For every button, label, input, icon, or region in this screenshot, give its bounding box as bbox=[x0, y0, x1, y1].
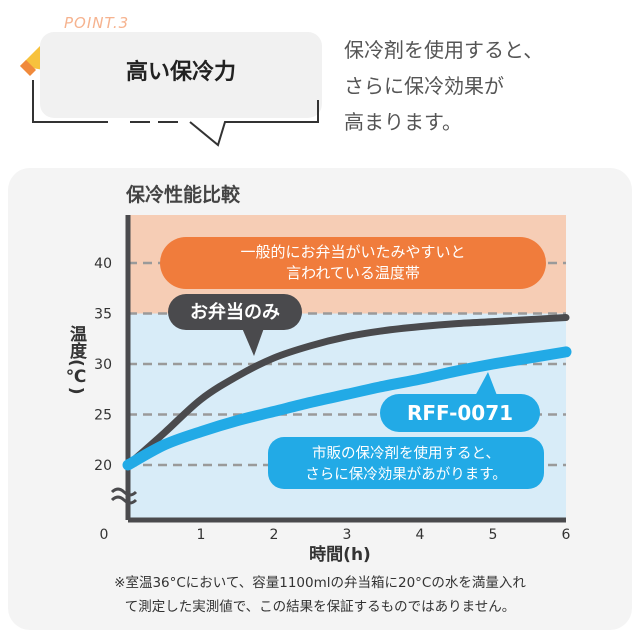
band-label-pill bbox=[160, 237, 546, 289]
rff-note-pill bbox=[268, 437, 544, 489]
lead-line: 保冷剤を使用すると、 bbox=[344, 38, 544, 62]
axis-break-mark bbox=[110, 487, 138, 505]
x-tick-label: 3 bbox=[343, 527, 352, 543]
series-label-pill-bento bbox=[168, 294, 302, 330]
x-tick-label: 2 bbox=[270, 527, 279, 543]
y-axis-title: 温度(℃) bbox=[66, 325, 87, 395]
y-tick-label: 25 bbox=[94, 408, 112, 424]
lead-line: さらに保冷効果が bbox=[344, 74, 504, 98]
y-tick-label: 40 bbox=[94, 256, 112, 272]
y-tick-label: 30 bbox=[94, 357, 112, 373]
series-line-bento-only bbox=[124, 314, 570, 469]
y-tick-label: 35 bbox=[94, 307, 112, 323]
x-tick-label: 5 bbox=[489, 527, 498, 543]
series-label-pill-rff bbox=[380, 394, 540, 432]
series-label-pointer bbox=[474, 372, 498, 398]
series-label-pointer bbox=[242, 328, 264, 356]
x-tick-label: 1 bbox=[197, 527, 206, 543]
chart-title: 保冷性能比較 bbox=[126, 184, 241, 206]
x-axis-title: 時間(h) bbox=[309, 544, 371, 565]
heading-bubble bbox=[40, 32, 322, 118]
speech-bubble-outline bbox=[32, 80, 319, 147]
x-tick-label: 0 bbox=[100, 527, 109, 543]
lead-line: 高まります。 bbox=[344, 110, 462, 134]
x-tick-label: 6 bbox=[562, 527, 571, 543]
lead-text: 保冷剤を使用すると、 さらに保冷効果が 高まります。 bbox=[344, 32, 634, 140]
point-label: POINT.3 bbox=[64, 14, 130, 32]
series-line-rff-0071 bbox=[122, 346, 572, 471]
section-heading: 高い保冷力 bbox=[125, 60, 236, 85]
footnote-line: て測定した実測値で、この結果を保証するものではありません。 bbox=[124, 599, 516, 615]
x-tick-label: 4 bbox=[416, 527, 425, 543]
series-label-bento: お弁当のみ bbox=[190, 301, 280, 323]
band-label-text: 言われている温度帯 bbox=[286, 264, 420, 282]
series-label-rff: RFF-0071 bbox=[407, 401, 513, 425]
rff-note-text: 市販の保冷剤を使用すると、 bbox=[312, 445, 500, 462]
y-tick-label: 20 bbox=[94, 458, 112, 474]
rff-note-text: さらに保冷効果があがります。 bbox=[305, 466, 507, 483]
footnote-line: ※室温36°Cにおいて、容量1100mlの弁当箱に20°Cの水を満量入れ bbox=[114, 575, 526, 591]
band-label-text: 一般的にお弁当がいたみやすいと bbox=[240, 243, 465, 261]
